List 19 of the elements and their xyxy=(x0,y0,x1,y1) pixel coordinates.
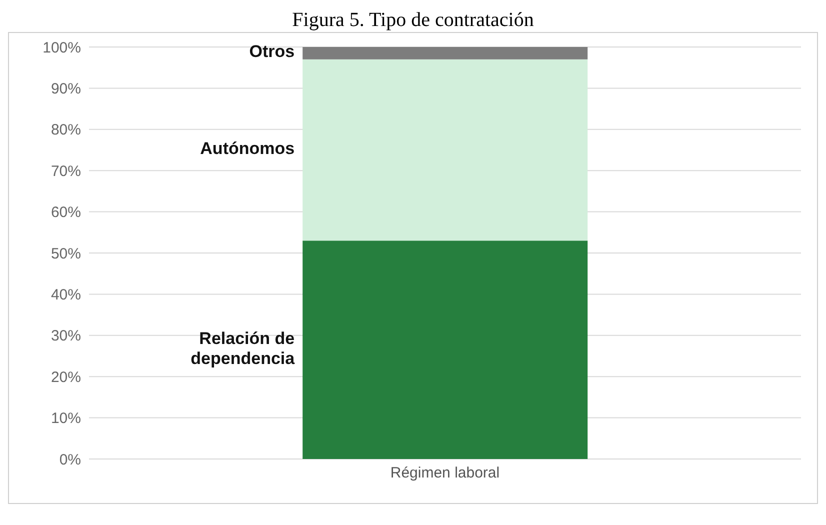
y-tick-label: 80% xyxy=(50,122,81,139)
y-tick-label: 90% xyxy=(50,80,81,98)
y-tick-label: 0% xyxy=(59,451,81,468)
bar xyxy=(302,47,588,60)
y-tick-label: 40% xyxy=(50,286,81,304)
series-label: Autónomos xyxy=(200,139,295,158)
y-tick-label: 70% xyxy=(50,162,81,180)
y-tick-label: 10% xyxy=(50,410,81,428)
y-tick-label: 100% xyxy=(42,39,81,56)
y-tick-label: 30% xyxy=(50,328,81,345)
y-tick-label: 60% xyxy=(50,204,81,222)
y-tick-label: 20% xyxy=(50,368,81,386)
y-tick-label: 50% xyxy=(50,245,81,262)
series-label: Otros xyxy=(249,42,295,62)
bar xyxy=(302,240,588,459)
bar xyxy=(302,59,588,241)
chart-title: Figura 5. Tipo de contratación xyxy=(291,8,535,32)
series-label: Relación de dependencia xyxy=(190,329,296,368)
x-tick-label: Régimen laboral xyxy=(390,464,500,482)
